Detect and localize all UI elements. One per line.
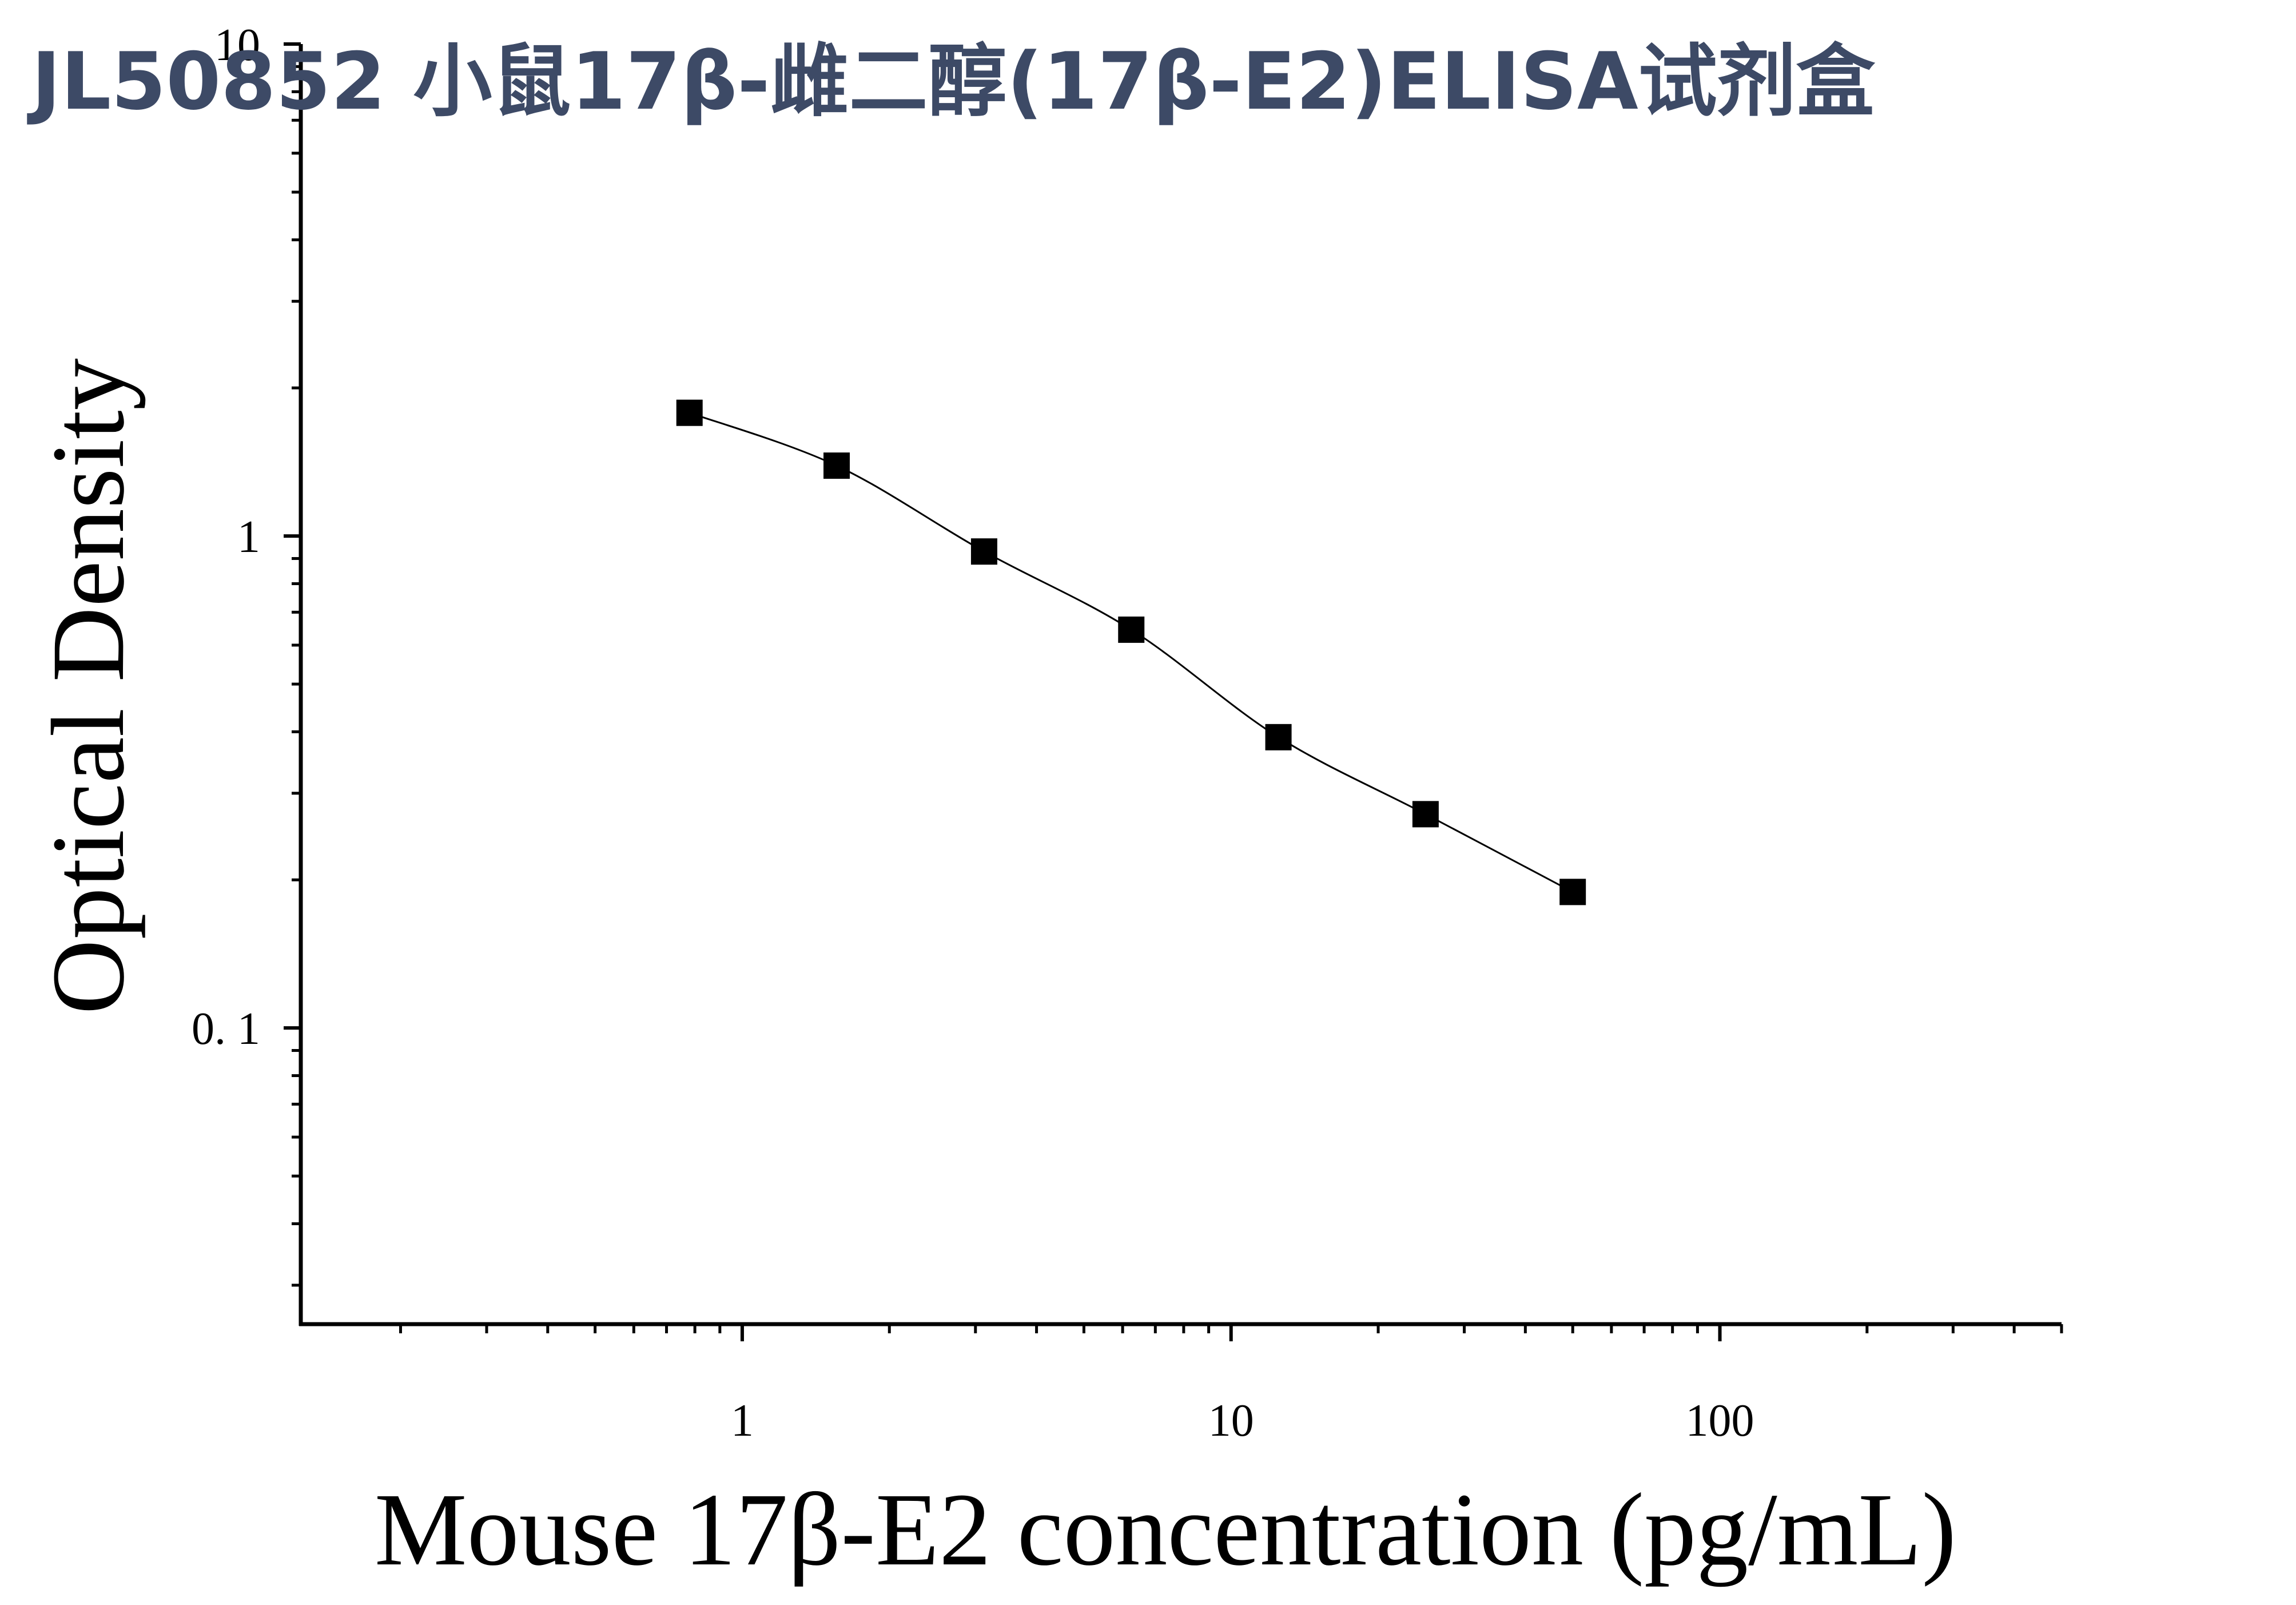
data-point [1559, 879, 1586, 905]
data-point [970, 538, 997, 565]
chart-title: JL50852 小鼠17β-雌二醇(17β-E2)ELISA试剂盒 [27, 35, 1876, 128]
x-tick-label: 100 [1686, 1396, 1754, 1446]
x-axis-label: Mouse 17β-E2 concentration (pg/mL) [375, 1472, 1956, 1587]
y-axis-label: Optical Density [31, 358, 146, 1014]
data-point [676, 399, 703, 426]
data-point [1265, 724, 1292, 750]
data-point [1118, 616, 1145, 643]
y-tick-label: 10 [214, 20, 260, 70]
plot-area: 1 10 100 0. 1 1 10 [192, 20, 2063, 1446]
x-tick-label: 1 [731, 1396, 754, 1446]
y-tick-label: 1 [237, 512, 260, 562]
data-point [1412, 801, 1439, 828]
data-point [823, 452, 850, 479]
y-tick-label: 0. 1 [192, 1004, 260, 1054]
x-tick-label: 10 [1208, 1396, 1254, 1446]
